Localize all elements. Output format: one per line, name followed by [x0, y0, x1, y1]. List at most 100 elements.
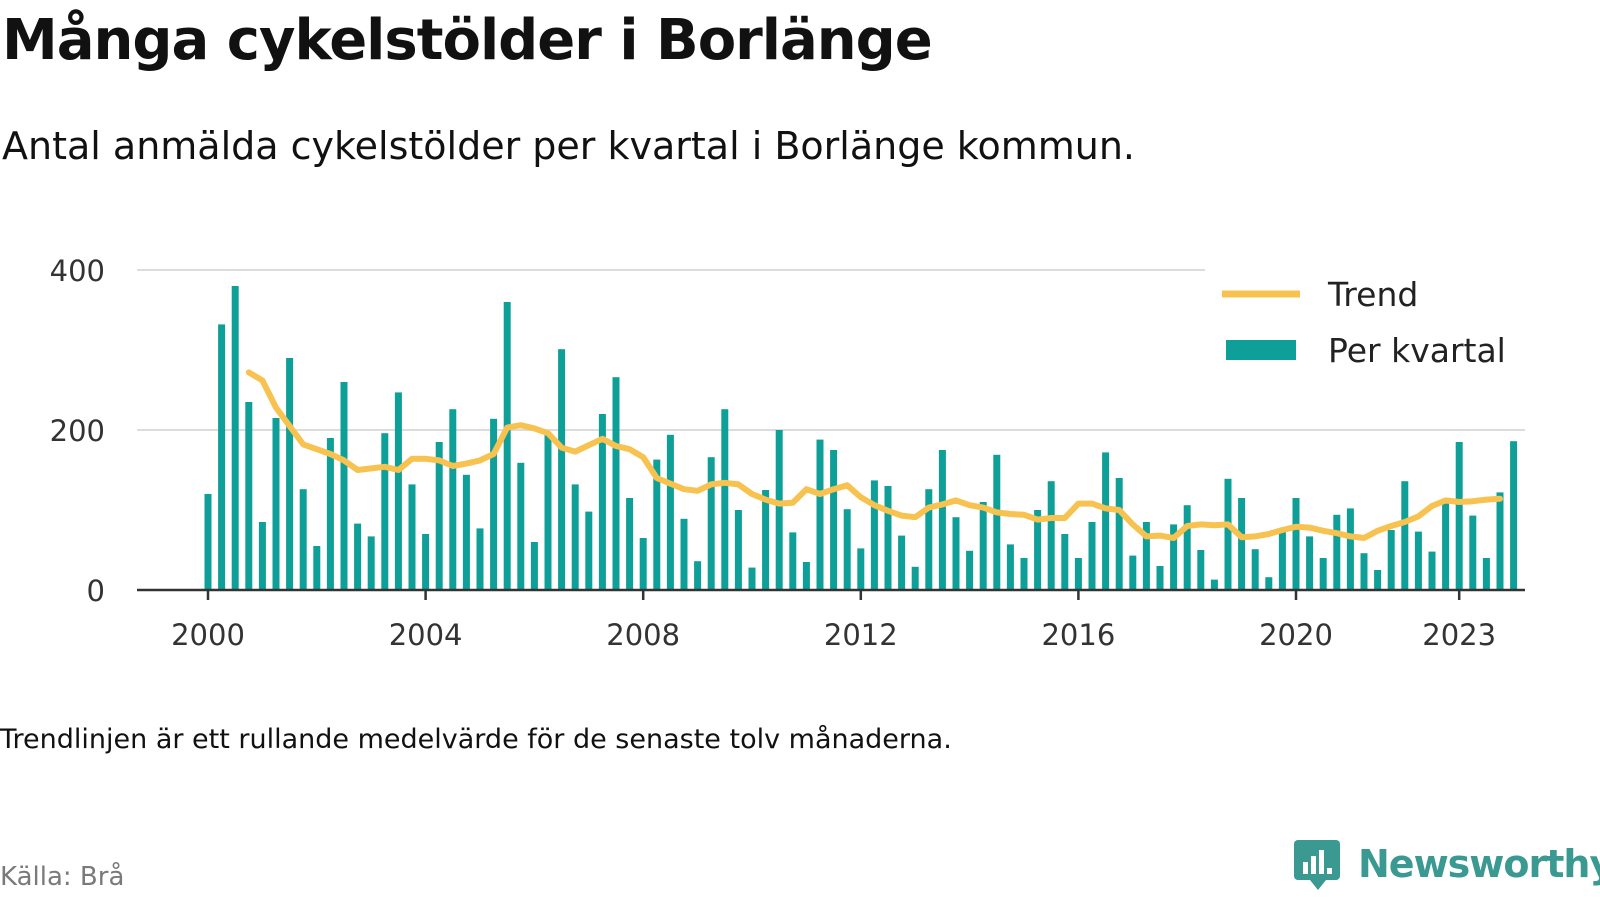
bar: [286, 358, 294, 590]
bar: [1074, 558, 1082, 590]
bar: [272, 418, 280, 590]
bar: [938, 450, 946, 590]
bar: [802, 562, 810, 590]
bar: [898, 535, 906, 590]
bar: [585, 511, 593, 590]
bar: [666, 434, 674, 590]
bar: [1034, 510, 1042, 590]
x-tick-label: 2023: [1422, 618, 1496, 652]
chart-title: Många cykelstölder i Borlänge: [2, 8, 933, 73]
bar: [639, 538, 647, 590]
legend: Trend Per kvartal: [1205, 266, 1540, 391]
bar: [1278, 528, 1286, 590]
footnote: Trendlinjen är ett rullande medelvärde f…: [0, 724, 952, 755]
bar: [1170, 524, 1178, 590]
bar: [884, 486, 892, 590]
bar: [1183, 505, 1191, 590]
bar: [1401, 481, 1409, 590]
bar: [340, 382, 348, 590]
x-tick-label: 2016: [1041, 618, 1115, 652]
axes: 0 200 400 2000 2004 2008 2012 2016 2020 2023: [50, 254, 1525, 652]
bar: [775, 430, 783, 590]
bar: [1482, 558, 1490, 590]
bar: [571, 484, 579, 590]
bar: [462, 474, 470, 590]
bar: [789, 532, 797, 590]
x-tick-label: 2012: [824, 618, 898, 652]
y-tick-label: 400: [50, 254, 105, 288]
bar: [1442, 503, 1450, 590]
bar: [313, 546, 321, 590]
bar: [721, 409, 729, 590]
x-tick-label: 2000: [171, 618, 245, 652]
bar: [707, 457, 715, 590]
bar: [993, 454, 1001, 590]
bar: [1455, 442, 1463, 590]
bar: [952, 517, 960, 590]
bar: [449, 409, 457, 590]
x-tick-label: 2008: [606, 618, 680, 652]
chart-area: 0 200 400 2000 2004 2008 2012 2016 2020 2023 Tren…: [50, 254, 1540, 652]
bar: [231, 286, 239, 590]
source-credit: Källa: Brå: [0, 862, 125, 892]
bar: [598, 414, 606, 590]
bar: [979, 502, 987, 590]
bar: [381, 433, 389, 590]
bar: [558, 349, 566, 590]
bar: [1265, 577, 1273, 590]
bar: [1156, 566, 1164, 590]
x-tick-label: 2020: [1259, 618, 1333, 652]
bar: [544, 434, 552, 590]
bar: [1428, 551, 1436, 590]
legend-per-kvartal-swatch: [1226, 340, 1296, 360]
bar: [734, 510, 742, 590]
bar: [843, 509, 851, 590]
bar: [408, 484, 416, 590]
bar: [245, 402, 253, 590]
bar: [1129, 555, 1137, 590]
bar: [694, 561, 702, 590]
bar: [1102, 452, 1110, 590]
brand-name: Newsworthy: [1358, 842, 1600, 886]
bar: [1115, 478, 1123, 590]
bar: [1224, 478, 1232, 590]
brand-logo: Newsworthy: [1292, 838, 1600, 890]
bar: [1292, 498, 1300, 590]
bar: [326, 438, 334, 590]
bar: [966, 550, 974, 590]
bar: [422, 534, 430, 590]
bar: [857, 548, 865, 590]
bar: [748, 567, 756, 590]
bar: [762, 490, 770, 590]
bar: [911, 566, 919, 590]
bar: [490, 418, 498, 590]
bar: [1360, 553, 1368, 590]
bar: [530, 542, 538, 590]
bar: [517, 462, 525, 590]
trend-line: [245, 369, 1503, 541]
bar: [204, 494, 212, 590]
bar: [1197, 550, 1205, 590]
bar: [680, 518, 688, 590]
bar: [1047, 481, 1055, 590]
bar: [1020, 558, 1028, 590]
bar: [367, 536, 375, 590]
x-tick-label: 2004: [389, 618, 463, 652]
newsworthy-logo-icon: [1294, 840, 1340, 890]
legend-trend-label: Trend: [1327, 275, 1418, 314]
bar: [816, 439, 824, 590]
bar: [394, 392, 402, 590]
bar: [476, 528, 484, 590]
y-tick-label: 0: [87, 574, 105, 608]
bar: [1142, 522, 1150, 590]
bar: [435, 442, 443, 590]
bar: [1088, 522, 1096, 590]
bar: [626, 498, 634, 590]
line-series-trend: [245, 369, 1503, 541]
bar: [218, 324, 226, 590]
bar: [1306, 536, 1314, 590]
bar: [1374, 570, 1382, 590]
bar: [503, 302, 511, 590]
y-tick-label: 200: [50, 414, 105, 448]
bar: [1061, 534, 1069, 590]
